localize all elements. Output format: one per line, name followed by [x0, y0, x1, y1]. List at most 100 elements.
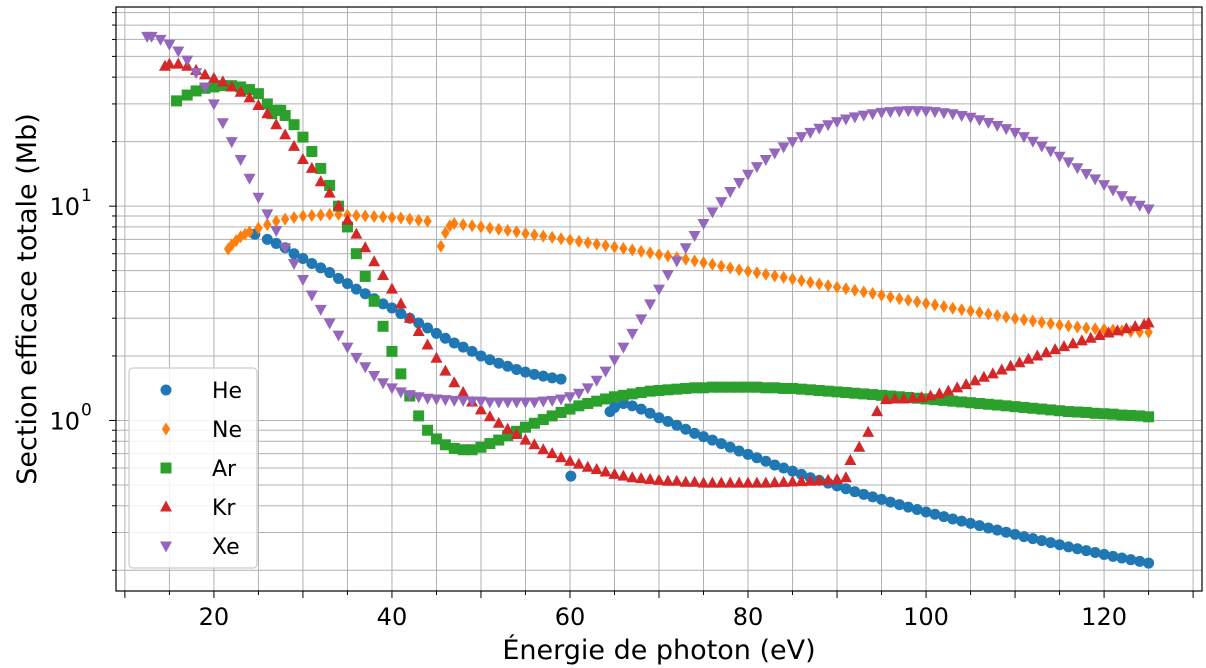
data-point-ar [671, 383, 683, 395]
data-point-ar [324, 179, 336, 191]
data-point-ar [653, 384, 665, 396]
data-point-he [333, 272, 345, 284]
data-point-ne [930, 298, 940, 312]
data-point-ar [1080, 406, 1092, 418]
data-point-kr [359, 241, 372, 253]
data-point-ne [993, 308, 1002, 322]
data-point-ne [352, 208, 361, 222]
data-point-xe [661, 269, 674, 281]
data-point-ar [1098, 408, 1110, 420]
data-point-kr [1120, 322, 1133, 334]
data-point-kr [225, 80, 238, 92]
data-point-ar [778, 382, 790, 394]
data-point-kr [813, 474, 826, 486]
data-point-xe [893, 106, 906, 118]
data-point-kr [252, 98, 265, 110]
data-point-kr [1058, 340, 1071, 352]
data-point-kr [288, 139, 301, 151]
data-point-kr [563, 454, 576, 466]
data-point-he [288, 248, 300, 260]
data-point-he [1107, 550, 1119, 562]
data-point-xe [742, 169, 755, 181]
data-point-kr [635, 472, 648, 484]
y-tick-exponent: 1 [81, 186, 92, 206]
data-point-kr [822, 473, 835, 485]
data-point-he [502, 360, 514, 372]
data-point-kr [777, 475, 790, 487]
data-point-xe [822, 120, 835, 132]
data-point-xe [466, 396, 479, 408]
data-point-kr [599, 465, 612, 477]
data-point-ar [1000, 400, 1012, 412]
data-point-xe [279, 243, 292, 255]
data-point-he [787, 465, 799, 477]
data-point-ne [1144, 325, 1153, 339]
data-point-xe [314, 304, 327, 316]
data-point-kr [960, 378, 973, 390]
data-point-xe [670, 256, 683, 268]
data-point-he [546, 372, 558, 384]
data-point-he [484, 354, 496, 366]
data-point-kr [350, 227, 363, 239]
data-point-he [858, 488, 870, 500]
data-point-xe [439, 395, 452, 407]
data-point-kr [519, 433, 532, 445]
data-point-ar [831, 386, 843, 398]
data-point-xe [199, 82, 212, 94]
legend-marker-ar [160, 462, 172, 474]
data-point-xe [653, 284, 665, 296]
data-point-xe [724, 187, 737, 199]
data-point-ar [288, 119, 300, 131]
data-point-he [1143, 557, 1155, 569]
data-point-ne [823, 279, 833, 293]
data-point-he [1098, 548, 1110, 560]
data-point-he [760, 455, 772, 467]
data-point-xe [955, 110, 968, 122]
data-point-ne [832, 280, 842, 294]
data-point-kr [986, 367, 999, 379]
data-point-xe [252, 192, 265, 204]
data-point-he [537, 370, 549, 382]
series-xe [141, 31, 1155, 409]
data-point-kr [853, 440, 866, 452]
data-point-xe [679, 243, 692, 255]
data-point-he [706, 434, 718, 446]
data-point-ne [1099, 322, 1109, 336]
data-point-kr [1049, 343, 1062, 355]
data-point-ar [1054, 405, 1066, 417]
data-point-xe [421, 393, 434, 405]
data-point-kr [626, 471, 639, 483]
data-point-kr [1102, 326, 1115, 338]
data-point-kr [590, 463, 603, 475]
data-point-kr [1031, 349, 1044, 361]
data-point-ne [770, 269, 779, 283]
data-point-kr [457, 386, 470, 398]
data-point-ar [377, 320, 389, 332]
series-ne [223, 207, 1153, 339]
data-point-ar [956, 396, 968, 408]
data-point-xe [688, 230, 701, 242]
data-point-ar [315, 162, 327, 174]
data-point-kr [871, 405, 884, 417]
data-point-xe [928, 107, 941, 119]
data-point-ne [681, 252, 690, 266]
data-point-ar [822, 385, 834, 397]
data-point-he [1116, 552, 1128, 564]
data-point-kr [1040, 346, 1053, 358]
data-point-ar [537, 414, 549, 426]
data-point-he [965, 517, 977, 529]
data-point-ar [813, 384, 825, 396]
data-point-xe [991, 120, 1004, 132]
data-point-xe [1089, 174, 1102, 186]
data-point-he [635, 403, 647, 415]
data-point-he [680, 423, 692, 435]
data-point-ne [1046, 317, 1055, 331]
data-point-he [884, 496, 896, 508]
data-point-ne [654, 247, 664, 261]
data-point-xe [964, 112, 977, 124]
data-point-kr [261, 107, 274, 119]
data-point-ar [1045, 404, 1057, 416]
data-point-xe [323, 318, 336, 330]
